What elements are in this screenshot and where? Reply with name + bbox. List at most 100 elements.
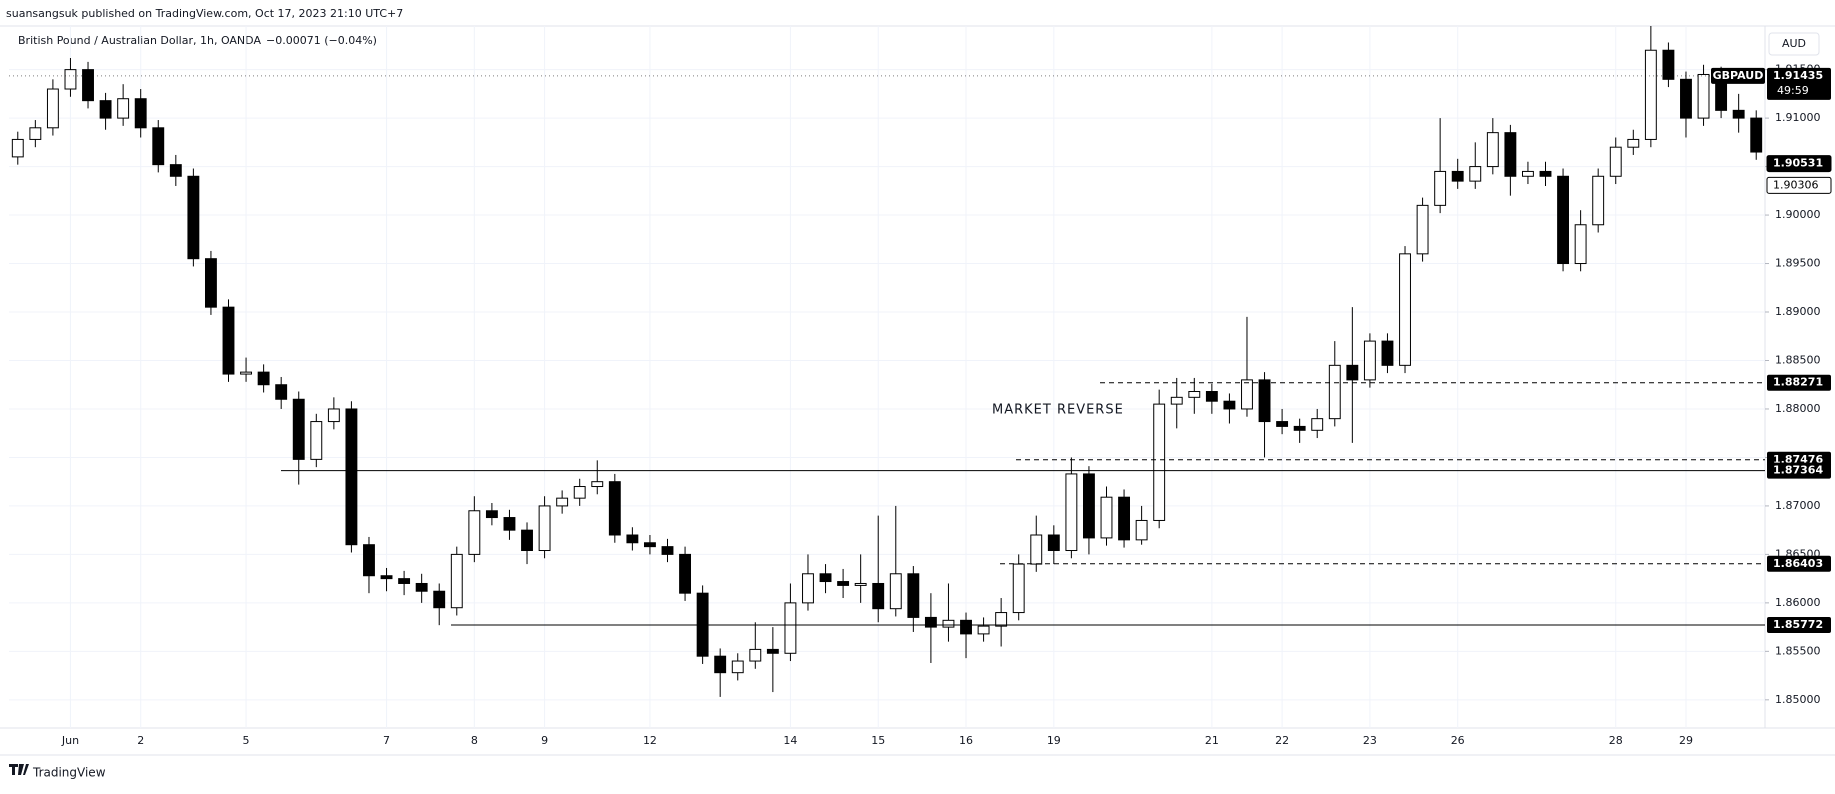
x-tick-label: 16 (959, 734, 973, 747)
candle-body (1381, 340, 1394, 366)
x-tick-label: 28 (1609, 734, 1623, 747)
candle-body (240, 371, 253, 375)
y-tick-label: 1.90000 (1775, 208, 1821, 221)
currency: AUD (1782, 37, 1806, 50)
candle-body (292, 398, 305, 460)
candle-body (1363, 340, 1376, 381)
last-price-bg (1767, 67, 1831, 100)
change: −0.00071 (−0.04%) (266, 34, 377, 47)
candle-body (363, 544, 375, 577)
candle-body (766, 648, 779, 654)
price-label-bg (1766, 155, 1832, 173)
candle-body (1205, 391, 1218, 402)
candle-body (1399, 253, 1411, 366)
candle-body (1451, 170, 1464, 182)
candle-body (29, 127, 42, 140)
level-label-bg (1767, 462, 1831, 479)
level-label: 1.88271 (1773, 376, 1823, 389)
candle-body (503, 517, 516, 531)
candle-body (1592, 175, 1605, 226)
candle-body (1486, 132, 1499, 168)
logo-text: TradingView (32, 766, 106, 780)
candle-body (380, 575, 393, 580)
candle-body (731, 660, 744, 674)
annotation: MARKET REVERSE (992, 403, 1124, 418)
x-tick-label: 26 (1451, 734, 1465, 747)
x-tick-label: 29 (1679, 734, 1693, 747)
candle-body (714, 655, 727, 674)
candle-body (169, 164, 182, 177)
candle-body (398, 578, 411, 584)
x-tick-label: 7 (383, 734, 390, 747)
level-label-bg (1767, 616, 1831, 633)
x-tick-label: 8 (471, 734, 478, 747)
candle-body (556, 497, 569, 507)
level-label: 1.86403 (1773, 557, 1823, 570)
candle-body (11, 138, 24, 158)
candle-body (134, 98, 147, 129)
candle-body (802, 573, 814, 604)
candle-body (995, 612, 1008, 627)
x-tick-label: 21 (1205, 734, 1219, 747)
candle-body (837, 581, 850, 586)
candle-body (960, 619, 972, 635)
logo[interactable]: TradingView (9, 764, 106, 780)
candle-body (1434, 170, 1447, 206)
candle-body (784, 602, 797, 654)
candle-body (468, 510, 481, 555)
candle-body (1153, 403, 1166, 521)
countdown: 49:59 (1777, 84, 1809, 97)
candle-body (1680, 78, 1692, 119)
price-label-bg (1766, 176, 1832, 194)
candle-body (450, 553, 463, 609)
level-label-bg (1767, 555, 1831, 572)
y-tick-label: 1.88500 (1775, 353, 1821, 366)
candle-body (257, 371, 270, 386)
candle-body (327, 408, 340, 423)
candle-body (1609, 146, 1622, 177)
price-label: 1.90531 (1773, 157, 1823, 170)
candle-body (152, 127, 165, 166)
candle-body (872, 582, 885, 610)
candle-body (1557, 175, 1570, 265)
symbol-tag-bg (1711, 67, 1765, 84)
candle-body (608, 481, 621, 536)
candle-body (538, 505, 551, 552)
y-tick-label: 1.91000 (1775, 111, 1821, 124)
candle-body (626, 534, 639, 544)
x-tick-label: 15 (871, 734, 885, 747)
candle-body (1750, 117, 1763, 153)
candle-body (82, 69, 94, 102)
x-tick-label: 19 (1047, 734, 1061, 747)
candle-body (204, 258, 217, 308)
candle-body (819, 573, 832, 583)
candle-body (1662, 49, 1675, 80)
candle-body (1539, 170, 1552, 177)
y-tick-label: 1.89500 (1775, 257, 1821, 270)
candle-body (854, 582, 867, 586)
candle-body (1732, 109, 1745, 119)
candle-body (1135, 519, 1148, 541)
candle-body (573, 486, 586, 499)
x-tick-label: 9 (541, 734, 548, 747)
x-tick-label: 2 (137, 734, 144, 747)
x-tick-label: Jun (61, 734, 79, 747)
price-label: 1.90306 (1773, 178, 1819, 191)
candle-body (64, 69, 77, 90)
candle-body (977, 625, 990, 635)
logo-icon (9, 764, 29, 775)
candle-body (117, 98, 130, 119)
candle-body (275, 384, 288, 400)
x-tick-label: 12 (643, 734, 657, 747)
candle-body (1082, 473, 1095, 539)
x-tick-label: 5 (243, 734, 250, 747)
level-label: 1.85772 (1773, 618, 1823, 631)
candle-body (889, 573, 902, 610)
candle-body (222, 306, 235, 375)
level-label-bg (1767, 374, 1831, 391)
candle-body (1047, 534, 1060, 552)
candle-body (924, 616, 937, 628)
candle-body (1346, 364, 1359, 381)
candle-body (907, 573, 920, 618)
